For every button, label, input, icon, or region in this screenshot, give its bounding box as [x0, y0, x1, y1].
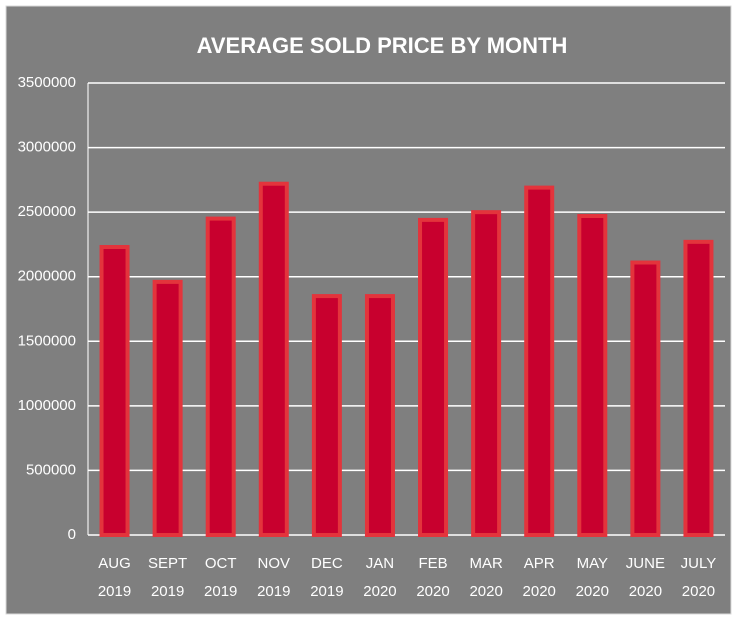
x-tick-label: OCT: [205, 555, 237, 572]
bar: [471, 210, 502, 537]
bar: [311, 294, 342, 538]
bar: [524, 185, 555, 537]
bar: [577, 214, 608, 537]
bar: [99, 245, 130, 538]
x-tick-label: FEB: [418, 555, 447, 572]
bar: [683, 239, 714, 538]
y-tick-label: 1500000: [18, 332, 76, 349]
x-tick-label: 2020: [682, 583, 715, 600]
x-tick-label: 2020: [576, 583, 609, 600]
x-tick-label: 2020: [523, 583, 556, 600]
x-tick-label: APR: [524, 555, 555, 572]
y-tick-label: 0: [68, 526, 76, 543]
x-tick-label: MAY: [577, 555, 608, 572]
x-tick-label: DEC: [311, 555, 343, 572]
bar: [152, 279, 183, 537]
y-tick-label: 3500000: [18, 74, 76, 91]
x-tick-label: 2020: [629, 583, 662, 600]
bar: [258, 181, 289, 538]
x-tick-label: 2020: [469, 583, 502, 600]
x-tick-label: 2019: [310, 583, 343, 600]
x-tick-label: JULY: [681, 555, 717, 572]
x-tick-label: AUG: [98, 555, 131, 572]
x-tick-label: 2019: [98, 583, 131, 600]
y-tick-label: 2000000: [18, 268, 76, 285]
bar: [364, 294, 395, 538]
y-tick-label: 500000: [26, 461, 76, 478]
x-tick-label: 2019: [151, 583, 184, 600]
x-tick-label: 2020: [363, 583, 396, 600]
bar: [418, 217, 449, 538]
x-tick-label: 2020: [416, 583, 449, 600]
y-tick-label: 2500000: [18, 203, 76, 220]
y-tick-label: 1000000: [18, 397, 76, 414]
x-tick-label: JUNE: [626, 555, 665, 572]
x-tick-label: NOV: [258, 555, 291, 572]
x-tick-label: SEPT: [148, 555, 187, 572]
y-tick-label: 3000000: [18, 139, 76, 156]
bar: [630, 260, 661, 537]
chart-title: AVERAGE SOLD PRICE BY MONTH: [197, 33, 568, 58]
x-tick-label: MAR: [469, 555, 503, 572]
x-tick-label: 2019: [204, 583, 237, 600]
x-tick-label: JAN: [366, 555, 394, 572]
bar: [205, 216, 236, 537]
x-tick-label: 2019: [257, 583, 290, 600]
